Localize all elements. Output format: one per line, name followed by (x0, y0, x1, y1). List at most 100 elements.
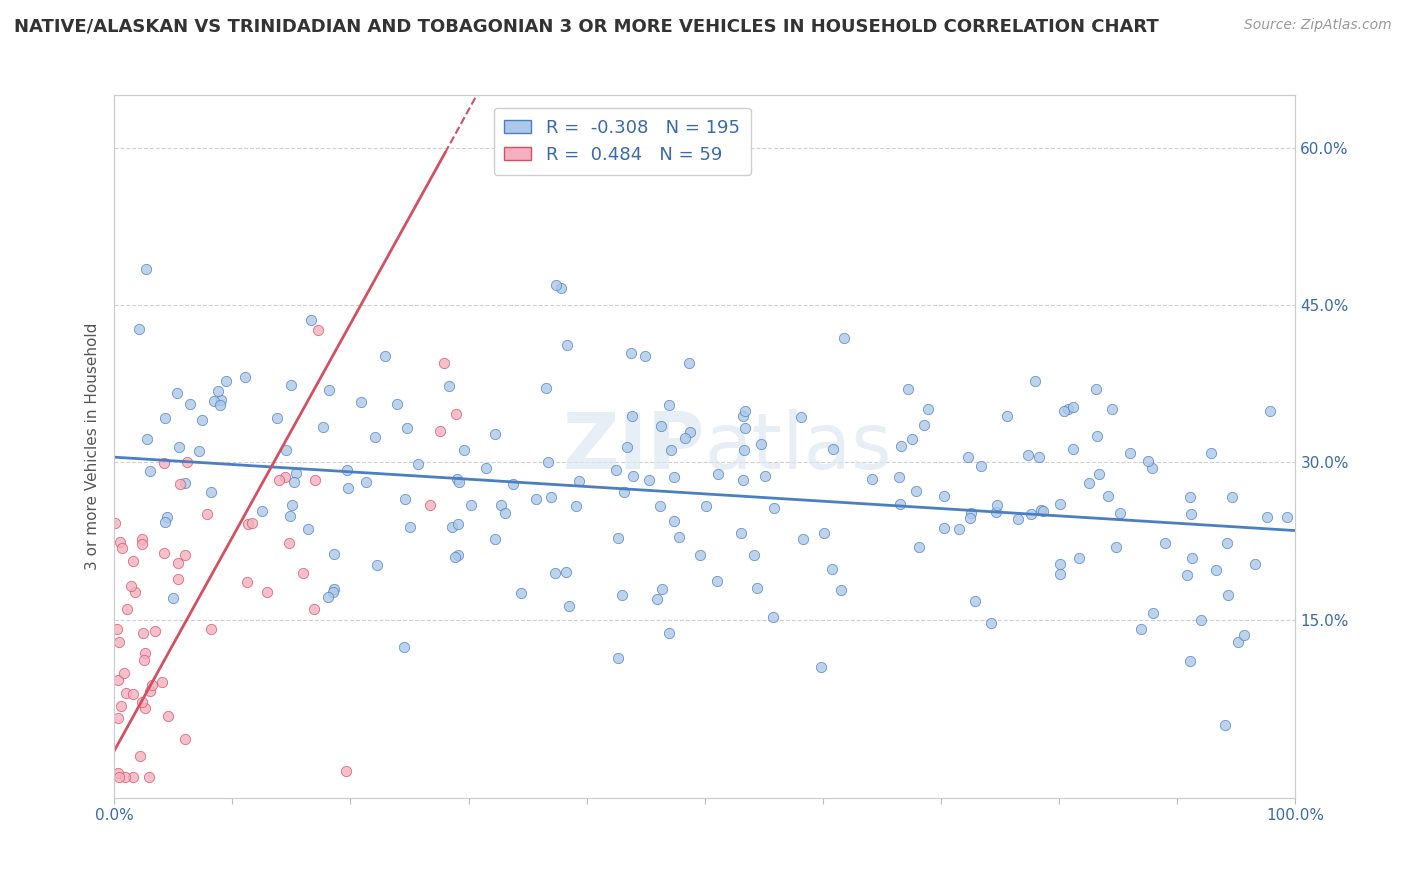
Point (1062, 442, 1084, 456)
Point (1129, 622, 1152, 636)
Point (139, 465, 162, 479)
Point (396, 421, 419, 435)
Point (322, 582, 344, 596)
Point (283, 475, 305, 489)
Point (658, 626, 681, 640)
Point (662, 470, 685, 484)
Point (1140, 460, 1163, 475)
Point (104, 516, 127, 530)
Point (323, 547, 346, 561)
Point (134, 646, 156, 660)
Point (112, 665, 135, 680)
Point (128, 321, 150, 335)
Text: atlas: atlas (704, 409, 893, 484)
Point (754, 468, 776, 483)
Point (394, 491, 416, 506)
Point (957, 450, 980, 464)
Point (484, 532, 506, 546)
Point (605, 463, 627, 477)
Point (191, 412, 214, 426)
Point (281, 498, 304, 512)
Text: Source: ZipAtlas.com: Source: ZipAtlas.com (1244, 18, 1392, 32)
Point (291, 566, 314, 581)
Point (1119, 445, 1142, 459)
Point (215, 374, 238, 388)
Point (156, 709, 179, 723)
Point (1019, 507, 1042, 521)
Point (1180, 654, 1202, 668)
Point (810, 660, 832, 674)
Point (744, 548, 766, 562)
Point (491, 498, 513, 512)
Point (970, 459, 993, 474)
Point (152, 546, 174, 560)
Point (821, 442, 844, 457)
Point (484, 427, 506, 442)
Legend: R =  -0.308   N = 195, R =  0.484   N = 59: R = -0.308 N = 195, R = 0.484 N = 59 (494, 108, 751, 175)
Point (1180, 490, 1202, 504)
Point (153, 515, 176, 529)
Point (136, 432, 159, 446)
Point (166, 386, 188, 401)
Point (374, 349, 396, 363)
Point (200, 622, 222, 636)
Point (707, 467, 730, 481)
Point (444, 550, 467, 565)
Y-axis label: 3 or more Vehicles in Household: 3 or more Vehicles in Household (86, 323, 100, 570)
Point (110, 698, 132, 713)
Point (166, 557, 188, 571)
Point (620, 346, 643, 360)
Point (537, 455, 560, 469)
Point (1256, 510, 1278, 524)
Point (651, 582, 673, 596)
Point (447, 517, 470, 532)
Point (167, 441, 190, 455)
Point (1077, 475, 1099, 490)
Point (134, 652, 156, 666)
Point (689, 548, 711, 562)
Point (1049, 497, 1071, 511)
Point (889, 496, 911, 510)
Point (304, 473, 326, 487)
Point (540, 490, 562, 504)
Point (173, 476, 195, 491)
Point (460, 498, 482, 512)
Point (897, 382, 920, 396)
Point (406, 458, 429, 472)
Point (240, 516, 263, 530)
Point (132, 626, 155, 640)
Point (447, 475, 470, 489)
Point (1101, 402, 1123, 417)
Point (890, 438, 912, 452)
Point (948, 523, 970, 537)
Point (276, 442, 298, 457)
Point (1049, 557, 1071, 571)
Point (908, 540, 931, 554)
Point (274, 469, 297, 483)
Point (679, 425, 702, 439)
Point (734, 421, 756, 435)
Point (139, 684, 162, 698)
Point (1024, 374, 1046, 388)
Point (550, 281, 572, 295)
Point (510, 585, 533, 599)
Point (678, 356, 700, 370)
Point (176, 455, 198, 469)
Point (638, 473, 661, 487)
Point (568, 474, 591, 488)
Point (107, 770, 129, 784)
Point (546, 277, 568, 292)
Point (131, 532, 153, 546)
Point (143, 624, 166, 638)
Point (169, 477, 191, 491)
Point (356, 475, 378, 489)
Point (474, 460, 496, 475)
Point (1180, 507, 1202, 521)
Point (621, 409, 644, 423)
Point (662, 514, 685, 528)
Point (980, 616, 1002, 631)
Point (502, 477, 524, 491)
Point (555, 337, 578, 351)
Point (1057, 402, 1080, 417)
Point (446, 472, 468, 486)
